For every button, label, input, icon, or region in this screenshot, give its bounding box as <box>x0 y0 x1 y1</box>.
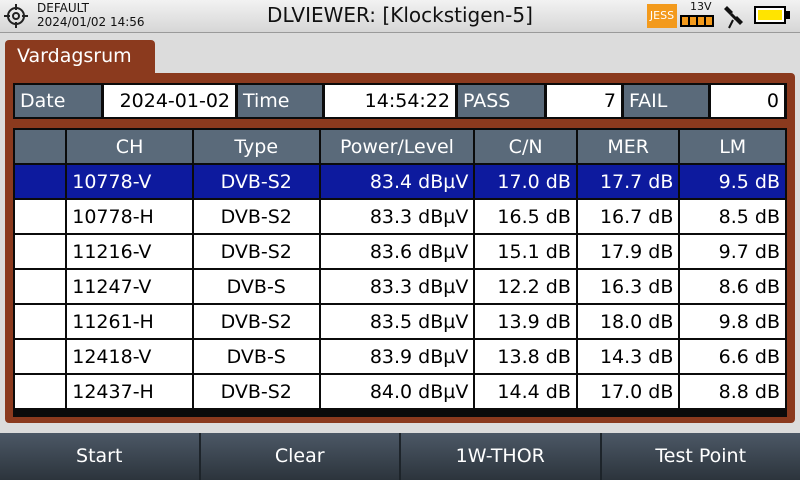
status-datetime: 2024/01/02 14:56 <box>37 15 145 29</box>
profile-name: DEFAULT <box>37 1 89 15</box>
window-title: DLVIEWER: [Klockstigen-5] <box>267 3 533 27</box>
table-row[interactable]: 10778-H DVB-S2 83.3 dBµV 16.5 dB 16.7 dB… <box>15 200 785 233</box>
table-row[interactable]: 11216-V DVB-S2 83.6 dBµV 15.1 dB 17.9 dB… <box>15 235 785 268</box>
cell-type: DVB-S <box>193 270 319 303</box>
header-lm[interactable]: LM <box>680 130 785 163</box>
cell-lm: 6.6 dB <box>680 340 785 373</box>
table-row[interactable]: 12437-H DVB-S2 84.0 dBµV 14.4 dB 17.0 dB… <box>15 375 785 408</box>
jess-badge: JESS <box>647 4 677 28</box>
cell-ch: 12437-H <box>67 375 192 408</box>
cell-cn: 15.1 dB <box>475 235 576 268</box>
cell-power: 84.0 dBµV <box>320 375 474 408</box>
table-row[interactable]: 12418-V DVB-S 83.9 dBµV 13.8 dB 14.3 dB … <box>15 340 785 373</box>
cell-ch: 11247-V <box>67 270 192 303</box>
cell-ch: 12418-V <box>67 340 192 373</box>
cell-power: 83.5 dBµV <box>320 305 474 338</box>
cell-power: 83.9 dBµV <box>320 340 474 373</box>
battery-tip <box>786 11 790 19</box>
pass-label: PASS <box>458 85 544 117</box>
header-type[interactable]: Type <box>193 130 319 163</box>
cell-lm: 8.5 dB <box>680 200 785 233</box>
table-header-row: CH Type Power/Level C/N MER LM <box>15 130 785 163</box>
date-label: Date <box>15 85 101 117</box>
measurement-table: CH Type Power/Level C/N MER LM 10778-V D… <box>13 128 787 417</box>
tab-vardagsrum[interactable]: Vardagsrum <box>5 40 155 73</box>
cell-mer: 18.0 dB <box>577 305 679 338</box>
header-cn[interactable]: C/N <box>475 130 576 163</box>
cell-mer: 16.7 dB <box>577 200 679 233</box>
row-marker <box>15 305 66 338</box>
cell-ch: 10778-H <box>67 200 192 233</box>
row-marker <box>15 270 66 303</box>
cell-mer: 17.9 dB <box>577 235 679 268</box>
cell-cn: 12.2 dB <box>475 270 576 303</box>
cell-power: 83.3 dBµV <box>320 200 474 233</box>
cell-mer: 14.3 dB <box>577 340 679 373</box>
cell-cn: 16.5 dB <box>475 200 576 233</box>
cell-mer: 17.7 dB <box>577 165 679 198</box>
header-marker <box>15 130 66 163</box>
cell-lm: 8.6 dB <box>680 270 785 303</box>
pass-value: 7 <box>547 85 621 117</box>
cell-lm: 9.5 dB <box>680 165 785 198</box>
cell-lm: 8.8 dB <box>680 375 785 408</box>
summary-bar: Date 2024-01-02 Time 14:54:22 PASS 7 FAI… <box>13 83 787 119</box>
1w-thor-button[interactable]: 1W-THOR <box>401 433 602 480</box>
row-marker <box>15 340 66 373</box>
softkey-bar: Start Clear 1W-THOR Test Point <box>0 433 800 480</box>
table-row[interactable]: 10778-V DVB-S2 83.4 dBµV 17.0 dB 17.7 dB… <box>15 165 785 198</box>
cell-power: 83.3 dBµV <box>320 270 474 303</box>
cell-cn: 13.9 dB <box>475 305 576 338</box>
row-marker <box>15 200 66 233</box>
cell-type: DVB-S2 <box>193 165 319 198</box>
cell-ch: 11261-H <box>67 305 192 338</box>
satellite-icon <box>724 6 743 29</box>
cell-ch: 11216-V <box>67 235 192 268</box>
cell-cn: 13.8 dB <box>475 340 576 373</box>
cell-type: DVB-S2 <box>193 235 319 268</box>
cell-type: DVB-S2 <box>193 375 319 408</box>
voltage-indicator <box>680 15 714 27</box>
cell-type: DVB-S2 <box>193 200 319 233</box>
row-marker <box>15 235 66 268</box>
clear-button[interactable]: Clear <box>201 433 401 480</box>
row-marker <box>15 165 66 198</box>
fail-label: FAIL <box>624 85 708 117</box>
cell-ch: 10778-V <box>67 165 192 198</box>
cell-cn: 14.4 dB <box>475 375 576 408</box>
cell-type: DVB-S2 <box>193 305 319 338</box>
cell-lm: 9.8 dB <box>680 305 785 338</box>
cell-power: 83.6 dBµV <box>320 235 474 268</box>
test-point-button[interactable]: Test Point <box>655 445 747 467</box>
cell-type: DVB-S <box>193 340 319 373</box>
table-row[interactable]: 11247-V DVB-S 83.3 dBµV 12.2 dB 16.3 dB … <box>15 270 785 303</box>
cell-cn: 17.0 dB <box>475 165 576 198</box>
cell-mer: 17.0 dB <box>577 375 679 408</box>
header-mer[interactable]: MER <box>577 130 679 163</box>
battery-icon <box>754 6 786 24</box>
voltage-label: 13V <box>690 0 712 13</box>
start-button[interactable]: Start <box>0 433 201 480</box>
date-value: 2024-01-02 <box>104 85 235 117</box>
status-bar: DEFAULT 2024/01/02 14:56 DLVIEWER: [Kloc… <box>0 0 800 33</box>
header-power-level[interactable]: Power/Level <box>320 130 474 163</box>
table-row[interactable]: 11261-H DVB-S2 83.5 dBµV 13.9 dB 18.0 dB… <box>15 305 785 338</box>
time-value: 14:54:22 <box>325 85 455 117</box>
row-marker <box>15 375 66 408</box>
time-label: Time <box>238 85 322 117</box>
fail-value: 0 <box>711 85 784 117</box>
header-ch[interactable]: CH <box>67 130 192 163</box>
cell-mer: 16.3 dB <box>577 270 679 303</box>
cell-power: 83.4 dBµV <box>320 165 474 198</box>
target-icon[interactable] <box>4 4 28 28</box>
cell-lm: 9.7 dB <box>680 235 785 268</box>
